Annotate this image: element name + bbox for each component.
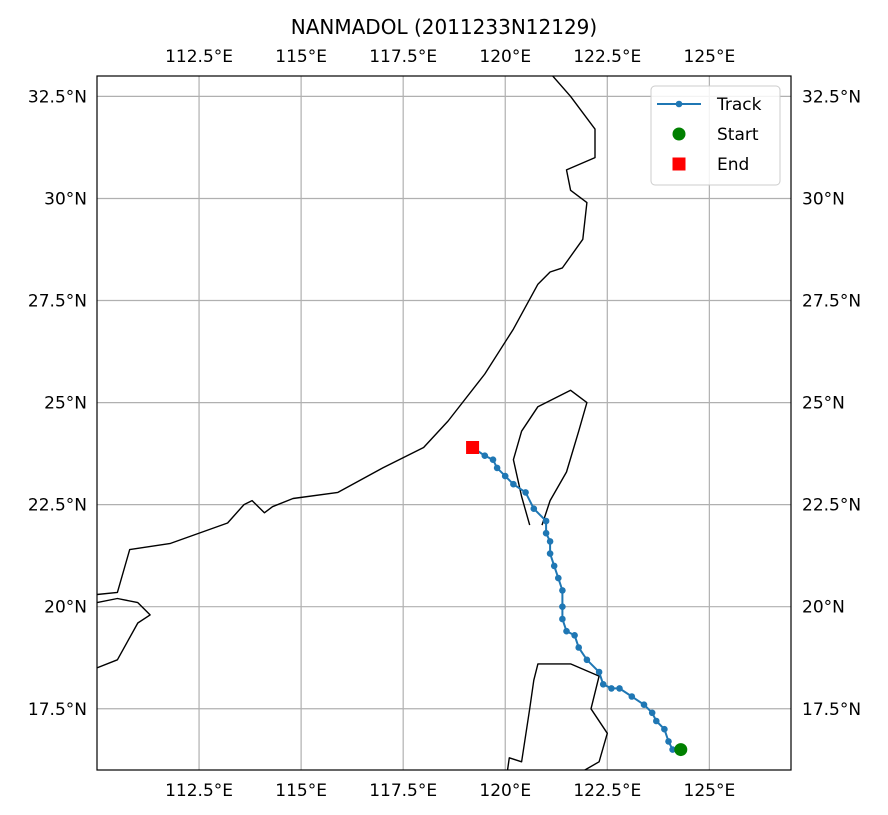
y-tick-label-right: 22.5°N (802, 496, 861, 516)
track-point (616, 685, 623, 692)
x-tick-label-top: 120°E (479, 47, 531, 67)
y-tick-label-left: 17.5°N (28, 700, 87, 720)
y-tick-label-left: 27.5°N (28, 292, 87, 312)
track-layer (466, 440, 688, 757)
track-point (559, 603, 566, 610)
track-point (608, 685, 615, 692)
track-point (665, 738, 672, 745)
x-tick-label-top: 117.5°E (369, 47, 437, 67)
y-tick-label-left: 22.5°N (28, 496, 87, 516)
legend-label: End (717, 155, 749, 175)
track-point (546, 538, 554, 545)
track-point (542, 529, 550, 537)
legend-start-swatch (672, 127, 686, 141)
legend-end-swatch (672, 157, 686, 171)
coastline (97, 76, 596, 596)
legend: Track Start End (650, 85, 781, 186)
coastlines (97, 76, 608, 770)
track-point (661, 725, 668, 733)
y-tick-label-left: 30°N (44, 189, 87, 209)
end-marker (466, 440, 480, 454)
track-point (550, 562, 558, 570)
legend-track-dot (675, 100, 683, 108)
track-point (510, 480, 517, 488)
track-point (653, 717, 660, 725)
track-point (628, 693, 636, 700)
x-tick-label-top: 122.5°E (573, 47, 641, 67)
x-tick-label-bottom: 112.5°E (165, 781, 233, 801)
chart-title: NANMADOL (2011233N12129) (291, 15, 597, 39)
track-point (571, 632, 578, 639)
gridlines (97, 76, 791, 770)
track-point (595, 668, 603, 676)
track-point (599, 681, 607, 688)
y-tick-label-right: 30°N (802, 189, 845, 209)
y-tick-label-right: 17.5°N (802, 700, 861, 720)
track-point (583, 656, 591, 664)
coastline (97, 597, 151, 669)
legend-label: Start (717, 125, 759, 145)
y-tick-label-right: 27.5°N (802, 292, 861, 312)
track-point (575, 644, 582, 651)
y-tick-label-left: 20°N (44, 598, 87, 618)
y-tick-label-right: 32.5°N (802, 87, 861, 107)
x-tick-label-bottom: 125°E (684, 781, 736, 801)
coastline (506, 663, 608, 770)
track-point (648, 709, 656, 717)
track-point (559, 587, 566, 594)
y-tick-label-right: 20°N (802, 598, 845, 618)
track-point (640, 701, 648, 708)
track-point (493, 464, 501, 472)
track-point (546, 550, 554, 557)
x-tick-label-top: 115°E (275, 47, 327, 67)
track-point (559, 615, 566, 623)
track-point (501, 472, 509, 480)
x-tick-label-top: 125°E (684, 47, 736, 67)
plot-frame (96, 75, 792, 771)
x-tick-label-top: 112.5°E (165, 47, 233, 67)
track-point (481, 452, 489, 460)
y-tick-label-left: 25°N (44, 394, 87, 414)
track-point (563, 627, 570, 635)
tick-labels: 112.5°E 112.5°E 115°E 115°E 117.5°E 117.5°E 12… (28, 47, 861, 801)
track-point (669, 746, 676, 753)
track-point (555, 574, 562, 582)
start-marker (674, 743, 688, 757)
track-point (530, 505, 538, 512)
x-tick-label-bottom: 117.5°E (369, 781, 437, 801)
x-tick-label-bottom: 122.5°E (573, 781, 641, 801)
track-point (489, 456, 497, 464)
legend-label: Track (716, 95, 762, 115)
y-tick-label-left: 32.5°N (28, 87, 87, 107)
x-tick-label-bottom: 115°E (275, 781, 327, 801)
track-point (522, 489, 529, 496)
track-point (542, 517, 550, 525)
y-tick-label-right: 25°N (802, 394, 845, 414)
coastline (512, 389, 588, 526)
x-tick-label-bottom: 120°E (479, 781, 531, 801)
